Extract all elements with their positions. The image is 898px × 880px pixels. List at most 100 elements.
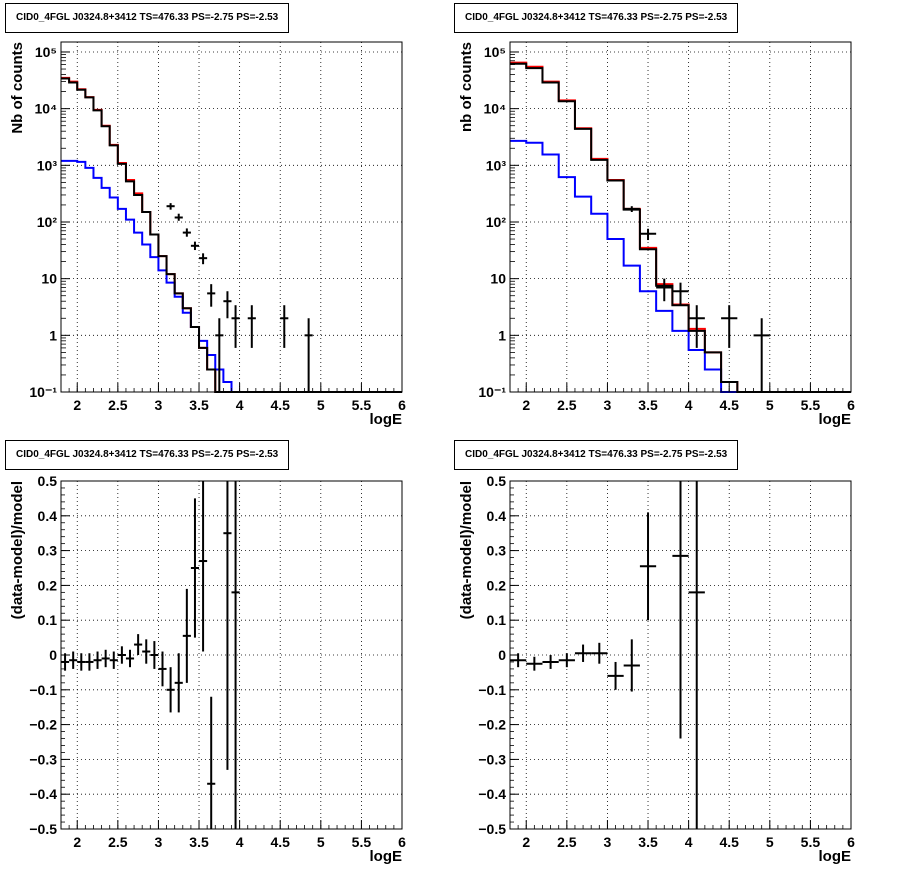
- data-point: [688, 305, 705, 348]
- data-point: [223, 291, 232, 319]
- data-point: [304, 318, 313, 392]
- x-tick-label: 4.5: [270, 397, 290, 413]
- y-tick-label: 10: [490, 271, 506, 287]
- plot-area: [510, 42, 851, 392]
- data-point: [158, 651, 167, 687]
- y-tick-label: 0.1: [38, 612, 58, 628]
- x-tick-label: 3: [155, 397, 163, 413]
- x-tick-label: 3.5: [189, 834, 209, 850]
- y-tick-label: 10⁻¹: [478, 384, 506, 400]
- data-point: [69, 651, 78, 669]
- data-point: [190, 498, 200, 638]
- x-tick-label: 2.5: [557, 834, 577, 850]
- x-tick-label: 2: [522, 834, 530, 850]
- x-tick-label: 4: [236, 397, 244, 413]
- x-tick-label: 5.5: [801, 397, 821, 413]
- data-point: [199, 481, 208, 652]
- data-point: [93, 651, 102, 669]
- data-point: [166, 667, 175, 713]
- data-point: [85, 653, 94, 671]
- x-tick-label: 2: [73, 397, 81, 413]
- y-tick-label: 10⁴: [35, 101, 58, 117]
- x-tick-label: 4.5: [270, 834, 290, 850]
- x-tick-label: 3.5: [189, 397, 209, 413]
- histogram-series-1: [510, 139, 851, 393]
- x-tick-label: 3: [604, 397, 612, 413]
- y-tick-label: −0.5: [29, 821, 57, 837]
- y-axis-label: (data-model)/model: [9, 481, 26, 619]
- data-point: [607, 661, 624, 690]
- panel-counts-left: CID0_4FGL J0324.8+3412 TS=476.33 PS=-2.7…: [0, 0, 449, 437]
- x-tick-label: 6: [847, 834, 855, 850]
- data-point: [623, 639, 640, 692]
- data-point: [672, 481, 689, 739]
- data-point: [688, 481, 705, 829]
- y-tick-label: −0.3: [29, 751, 57, 767]
- y-tick-label: −0.4: [478, 786, 506, 802]
- x-tick-label: 2.5: [108, 397, 128, 413]
- data-point: [199, 253, 208, 265]
- data-point: [639, 228, 657, 241]
- y-tick-label: 10³: [37, 157, 58, 173]
- x-tick-label: 6: [398, 397, 406, 413]
- y-tick-label: 10: [41, 271, 57, 287]
- data-point: [280, 305, 289, 348]
- data-point: [77, 653, 86, 671]
- y-axis-label: Nb of counts: [9, 42, 26, 134]
- chart-residual-right: 2 2.5 3 3.5 4 4.5 5 5.5 6 −0.5 −0.4 −0.3 −0.2 −0.1 0 0.…: [458, 473, 855, 865]
- chart-title: CID0_4FGL J0324.8+3412 TS=476.33 PS=-2.7…: [454, 3, 739, 33]
- y-tick-label: 0.1: [487, 612, 507, 628]
- data-point: [753, 318, 770, 392]
- chart-title: CID0_4FGL J0324.8+3412 TS=476.33 PS=-2.7…: [5, 3, 290, 33]
- data-point: [182, 588, 191, 683]
- panel-counts-right: CID0_4FGL J0324.8+3412 TS=476.33 PS=-2.7…: [449, 0, 898, 437]
- data-point: [174, 213, 183, 221]
- data-point: [231, 481, 240, 829]
- y-tick-label: 0.4: [38, 508, 58, 524]
- data-point: [134, 634, 143, 655]
- y-tick-label: 0.5: [38, 473, 58, 489]
- data-point: [623, 206, 640, 213]
- data-point: [101, 649, 110, 668]
- y-tick-label: −0.4: [29, 786, 57, 802]
- data-point: [526, 656, 543, 671]
- y-tick-label: 0.2: [38, 577, 58, 593]
- x-tick-label: 5.5: [352, 397, 372, 413]
- x-tick-label: 2: [73, 834, 81, 850]
- data-point: [117, 646, 126, 664]
- data-point: [215, 318, 224, 392]
- chart-counts-right: 2 2.5 3 3.5 4 4.5 5 5.5 6 10⁻¹ 1 10 10² 10³ 10⁴ 10⁵ logE…: [458, 41, 855, 428]
- panel-residual-left: CID0_4FGL J0324.8+3412 TS=476.33 PS=-2.7…: [0, 437, 449, 875]
- data-point: [207, 696, 216, 829]
- chart-residual-left: 2 2.5 3 3.5 4 4.5 5 5.5 6 −0.5 −0.4 −0.3 −0.2 −0.1 0 0.…: [9, 473, 406, 865]
- x-axis-label: logE: [819, 848, 852, 865]
- y-tick-label: 10⁴: [484, 101, 507, 117]
- data-point: [672, 282, 689, 305]
- y-tick-label: 0.3: [38, 543, 58, 559]
- y-tick-label: −0.1: [478, 682, 506, 698]
- x-tick-label: 5: [766, 397, 774, 413]
- x-axis-label: logE: [370, 848, 403, 865]
- data-point: [109, 651, 118, 669]
- y-tick-label: 10⁵: [484, 44, 506, 60]
- panel-residual-right: CID0_4FGL J0324.8+3412 TS=476.33 PS=-2.7…: [449, 437, 898, 875]
- data-point: [510, 653, 527, 668]
- x-tick-label: 5: [317, 834, 325, 850]
- y-tick-label: 10²: [37, 214, 58, 230]
- y-tick-label: 0: [49, 647, 57, 663]
- data-point: [542, 655, 559, 669]
- y-tick-label: 0.2: [487, 577, 507, 593]
- y-tick-label: 10⁻¹: [29, 384, 57, 400]
- x-tick-label: 3: [155, 834, 163, 850]
- data-point: [639, 512, 657, 621]
- x-tick-label: 2: [522, 397, 530, 413]
- x-tick-label: 6: [847, 397, 855, 413]
- data-point: [247, 305, 256, 348]
- data-point: [223, 481, 232, 770]
- data-point: [190, 241, 200, 251]
- x-tick-label: 4: [236, 834, 244, 850]
- x-tick-label: 4: [685, 397, 693, 413]
- data-point: [721, 305, 738, 348]
- data-point: [174, 653, 183, 713]
- y-axis-label: (data-model)/model: [458, 481, 475, 619]
